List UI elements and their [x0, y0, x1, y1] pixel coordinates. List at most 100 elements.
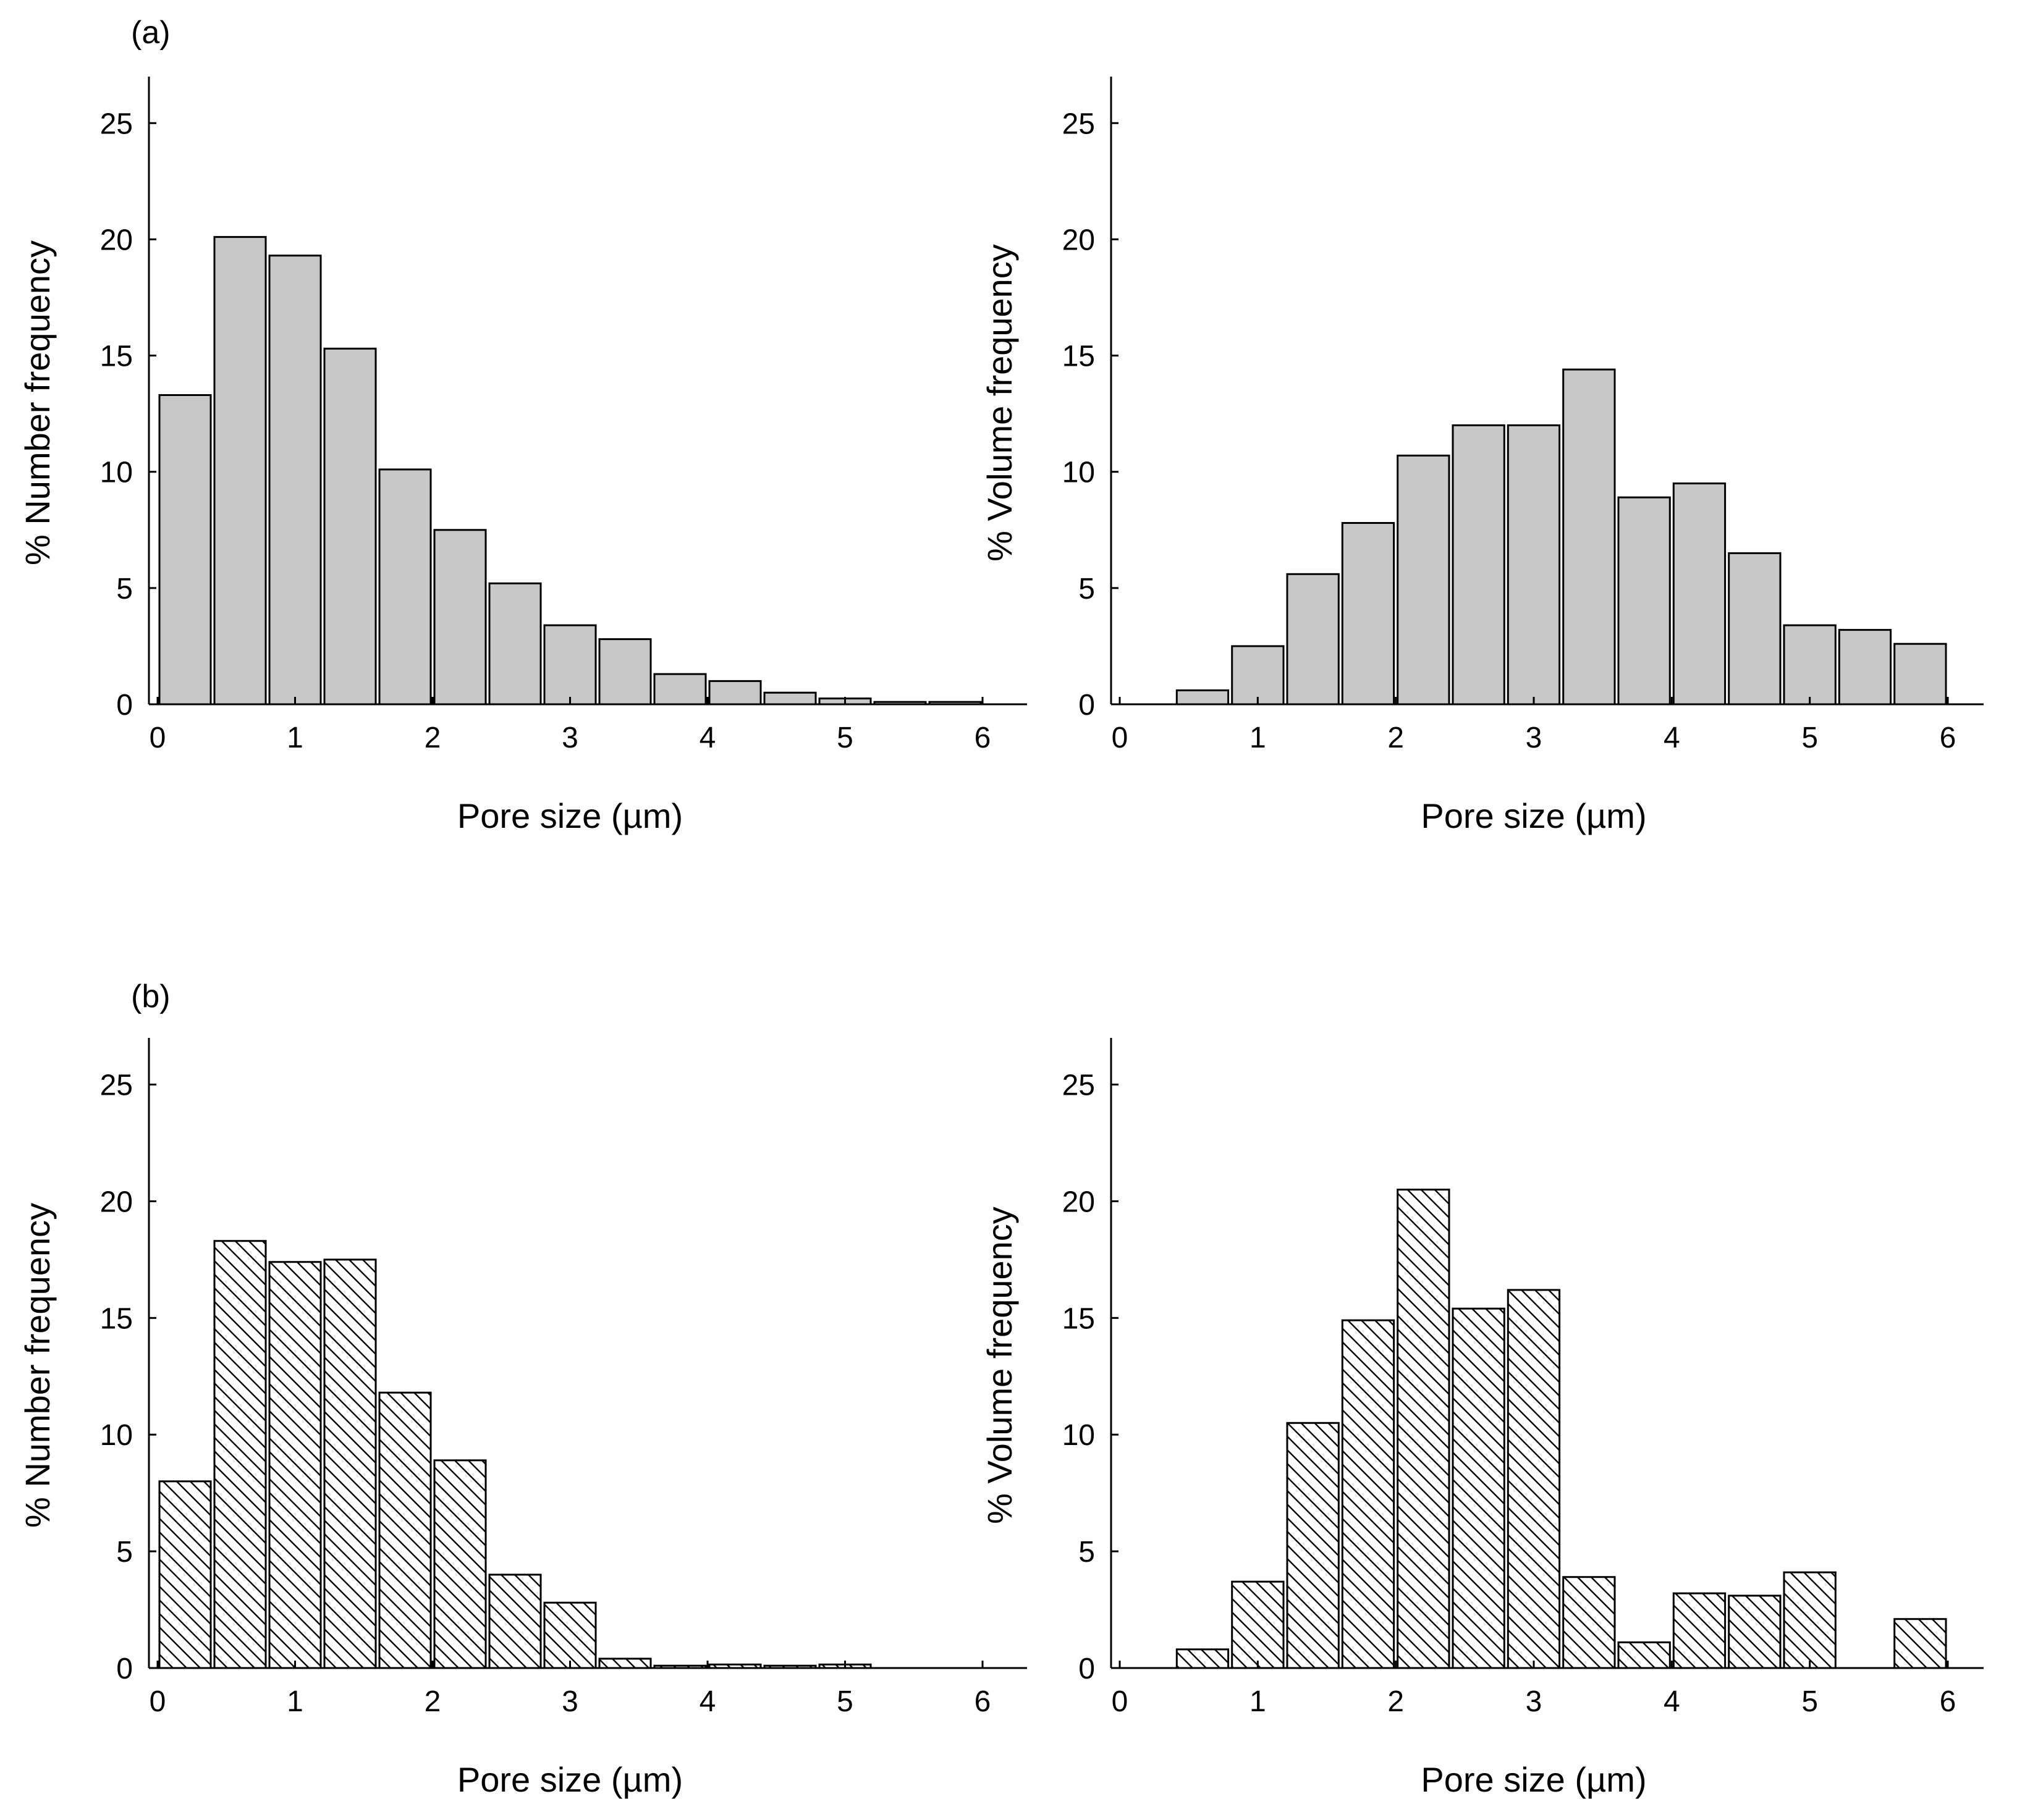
y-tick-label-a-volume-3: 15 [1062, 340, 1095, 373]
bar-b-number-7 [543, 1601, 597, 1669]
bar-a-volume-0 [1175, 689, 1230, 706]
y-tick-label-b-number-3: 15 [100, 1302, 133, 1335]
y-tick-label-a-number-1: 5 [116, 573, 133, 605]
panel-label-a: (a) [131, 15, 171, 51]
y-tick-label-a-number-5: 25 [100, 107, 133, 140]
x-tick-label-a-number-2: 2 [425, 722, 441, 754]
chart-b-volume: 0 5 10 15 20 25 0 1 2 3 4 5 6 Pore size (µm) % Volume … [980, 1038, 1984, 1799]
bar-a-volume-4 [1397, 454, 1450, 706]
x-tick-label-a-number-6: 6 [975, 722, 991, 754]
bar-a-number-6 [488, 582, 542, 706]
bar-b-volume-10 [1728, 1595, 1782, 1669]
x-tick-label-b-number-5: 5 [837, 1685, 853, 1718]
bar-a-volume-6 [1507, 424, 1561, 706]
bar-a-volume-10 [1728, 552, 1782, 706]
bar-b-volume-8 [1617, 1641, 1671, 1669]
bar-a-number-9 [653, 673, 707, 706]
x-tick-label-b-volume-6: 6 [1940, 1685, 1956, 1718]
bar-a-number-4 [378, 468, 432, 706]
x-tick-label-b-volume-1: 1 [1250, 1685, 1266, 1718]
bar-b-volume-5 [1452, 1307, 1505, 1669]
y-tick-label-a-number-4: 20 [100, 224, 133, 256]
chart-a-number: 0 5 10 15 20 25 0 1 2 3 4 5 6 Pore size (µm) % Number … [18, 77, 1027, 835]
x-axis-label-b-number: Pore size (µm) [457, 1760, 683, 1799]
y-tick-label-a-volume-4: 20 [1062, 224, 1095, 256]
x-tick-label-b-volume-5: 5 [1801, 1685, 1818, 1718]
y-axis-label-b-number: % Number frequency [18, 1203, 57, 1528]
bar-b-number-6 [488, 1574, 542, 1669]
bar-b-volume-11 [1783, 1571, 1837, 1669]
x-tick-label-b-number-4: 4 [700, 1685, 716, 1718]
chart-a-volume: 0 5 10 15 20 25 0 1 2 3 4 5 6 Pore size (µm) % Volume … [980, 77, 1984, 835]
y-tick-label-a-volume-1: 5 [1078, 573, 1095, 605]
bar-a-volume-1 [1231, 645, 1285, 706]
bar-b-number-1 [213, 1240, 267, 1669]
x-tick-label-a-volume-5: 5 [1801, 722, 1818, 754]
bar-a-number-8 [598, 638, 652, 706]
x-tick-label-a-number-0: 0 [150, 722, 166, 754]
x-axis-label-a-volume: Pore size (µm) [1421, 796, 1646, 835]
bar-a-volume-2 [1286, 573, 1340, 706]
y-tick-label-b-number-1: 5 [116, 1536, 133, 1569]
y-tick-label-b-number-4: 20 [100, 1186, 133, 1218]
bar-b-number-2 [268, 1261, 322, 1669]
bar-b-volume-4 [1397, 1189, 1450, 1669]
bar-a-volume-3 [1341, 522, 1395, 706]
bar-a-volume-11 [1783, 624, 1837, 706]
x-tick-label-b-number-2: 2 [425, 1685, 441, 1718]
bar-b-volume-12 [1893, 1618, 1947, 1669]
x-tick-label-b-number-1: 1 [287, 1685, 303, 1718]
bar-b-number-3 [323, 1258, 377, 1669]
bar-a-number-5 [433, 529, 487, 706]
bar-b-volume-7 [1562, 1576, 1616, 1669]
y-tick-label-a-volume-2: 10 [1062, 457, 1095, 489]
x-tick-label-b-volume-3: 3 [1526, 1685, 1542, 1718]
y-tick-label-b-volume-4: 20 [1062, 1186, 1095, 1218]
y-tick-label-b-volume-2: 10 [1062, 1419, 1095, 1452]
x-tick-label-b-volume-4: 4 [1664, 1685, 1680, 1718]
y-tick-label-a-number-2: 10 [100, 457, 133, 489]
y-tick-label-b-volume-1: 5 [1078, 1536, 1095, 1569]
y-tick-label-a-number-0: 0 [116, 689, 133, 722]
bar-a-volume-5 [1452, 424, 1505, 706]
bar-a-number-11 [763, 691, 817, 706]
x-tick-label-a-volume-6: 6 [1940, 722, 1956, 754]
x-tick-label-a-volume-2: 2 [1387, 722, 1404, 754]
bar-a-number-0 [158, 394, 212, 706]
x-tick-label-a-volume-4: 4 [1664, 722, 1680, 754]
bar-b-volume-2 [1286, 1422, 1340, 1669]
y-tick-label-a-number-3: 15 [100, 340, 133, 373]
bar-a-number-1 [213, 236, 267, 706]
y-axis-label-a-volume: % Volume frequency [980, 244, 1019, 562]
y-axis-label-b-volume: % Volume frequency [980, 1207, 1019, 1524]
bar-a-number-10 [708, 680, 762, 706]
y-tick-label-b-number-2: 10 [100, 1419, 133, 1452]
bar-a-volume-12 [1838, 629, 1892, 706]
x-tick-label-b-volume-0: 0 [1112, 1685, 1128, 1718]
x-axis-label-b-volume: Pore size (µm) [1421, 1760, 1646, 1799]
panel-label-b: (b) [131, 979, 171, 1014]
y-tick-label-b-number-0: 0 [116, 1653, 133, 1685]
bar-b-volume-6 [1507, 1289, 1561, 1669]
y-tick-label-b-volume-0: 0 [1078, 1653, 1095, 1685]
bar-a-volume-13 [1893, 642, 1947, 706]
x-tick-label-a-volume-3: 3 [1526, 722, 1542, 754]
x-tick-label-a-number-5: 5 [837, 722, 853, 754]
bar-b-number-0 [158, 1480, 212, 1669]
x-tick-label-a-volume-0: 0 [1112, 722, 1128, 754]
y-tick-label-b-volume-3: 15 [1062, 1302, 1095, 1335]
bar-b-number-8 [598, 1658, 652, 1669]
y-tick-label-a-volume-5: 25 [1062, 107, 1095, 140]
x-axis-label-a-number: Pore size (µm) [457, 796, 683, 835]
bar-b-volume-3 [1341, 1319, 1395, 1669]
x-tick-label-a-volume-1: 1 [1250, 722, 1266, 754]
x-tick-label-a-number-3: 3 [562, 722, 578, 754]
chart-b-number: 0 5 10 15 20 25 0 1 2 3 4 5 6 Pore size (µm) % Number … [18, 1038, 1027, 1799]
bar-a-number-2 [268, 255, 322, 706]
bar-a-volume-9 [1672, 482, 1727, 706]
bar-b-number-4 [378, 1391, 432, 1669]
x-tick-label-b-number-3: 3 [562, 1685, 578, 1718]
x-tick-label-a-number-4: 4 [700, 722, 716, 754]
